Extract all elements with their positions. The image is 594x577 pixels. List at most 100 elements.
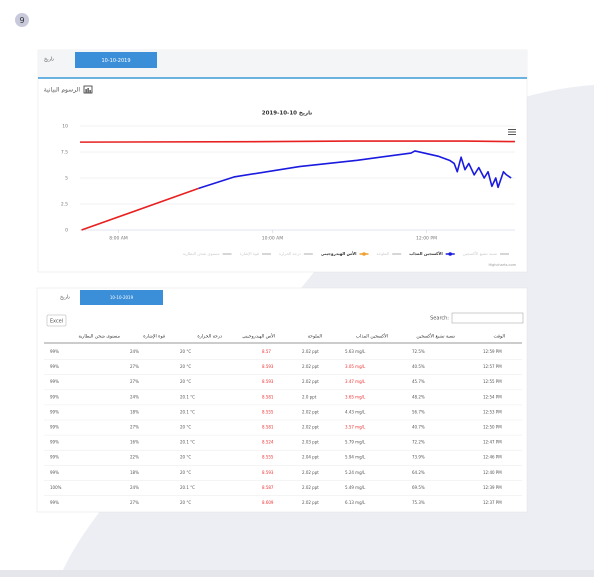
series-line	[79, 140, 516, 143]
excel-button[interactable]	[46, 314, 67, 327]
table-cell: 20 °C	[180, 455, 191, 460]
date-button[interactable]	[75, 52, 157, 68]
legend-label[interactable]: الملوحة	[377, 251, 390, 256]
table-cell: 18%	[130, 470, 139, 475]
table-cell: 22%	[130, 455, 139, 460]
table-date-label: تاريخ	[60, 295, 71, 301]
table-header: درجة الحرارة	[197, 335, 222, 340]
table-cell: 20 °C	[180, 349, 191, 354]
x-tick-label: 12:00 PM	[416, 236, 437, 242]
date-label: تاريخ	[44, 57, 55, 63]
table-cell: 4.43 mg/L	[345, 409, 366, 414]
table-cell: 12:59 PM	[483, 349, 502, 354]
table-cell: 5.63 mg/L	[345, 349, 366, 354]
legend-label[interactable]: الأس الهيدروجيني	[321, 251, 357, 256]
table-cell: 8.587	[262, 485, 274, 490]
y-tick-label: 5	[65, 176, 68, 182]
table-cell: 8.609	[262, 500, 274, 505]
legend-label[interactable]: الأكسجين المذاب	[409, 251, 443, 256]
badge-text: 9	[19, 16, 24, 25]
legend-label[interactable]: درجة الحرارة	[279, 251, 301, 256]
table-date-button[interactable]	[80, 290, 163, 305]
search-input[interactable]	[451, 312, 524, 324]
table-cell: 2.02 ppt	[302, 470, 319, 475]
table-cell: 100%	[50, 485, 62, 490]
table-cell: 8.581	[262, 425, 274, 430]
table-cell: 5.24 mg/L	[345, 470, 366, 475]
table-cell: 2.02 ppt	[302, 409, 319, 414]
table-cell: 2.02 ppt	[302, 425, 319, 430]
table-cell: 12:46 PM	[483, 455, 502, 460]
table-cell: 20.1 °C	[180, 440, 195, 445]
table-cell: 3.65 mg/L	[345, 394, 366, 399]
table-cell: 2.02 ppt	[302, 379, 319, 384]
table-cell: 5.79 mg/L	[345, 440, 366, 445]
table-header: الملوحة	[308, 335, 322, 340]
table-cell: 20 °C	[180, 379, 191, 384]
table-cell: 99%	[50, 500, 59, 505]
table-cell: 64.2%	[412, 470, 425, 475]
table-cell: 99%	[50, 349, 59, 354]
table-header: الأس الهيدروجيني	[242, 333, 275, 340]
table-cell: 2.02 ppt	[302, 364, 319, 369]
table-cell: 99%	[50, 425, 59, 430]
table-cell: 99%	[50, 379, 59, 384]
table-cell: 69.5%	[412, 485, 425, 490]
table-cell: 20.1 °C	[180, 394, 195, 399]
table-cell: 2.0 ppt	[302, 394, 317, 399]
table-cell: 24%	[130, 394, 139, 399]
table-header: مستوى شحن البطارية	[79, 335, 121, 340]
y-tick-label: 0	[65, 228, 68, 234]
table-cell: 8.57	[262, 349, 271, 354]
table-cell: 75.3%	[412, 500, 425, 505]
table-cell: 40.7%	[412, 425, 425, 430]
table-cell: 8.555	[262, 455, 274, 460]
x-tick-label: 10:00 AM	[262, 236, 283, 242]
chart-menu[interactable]	[508, 129, 516, 135]
series-line	[198, 150, 512, 190]
table-cell: 40.5%	[412, 364, 425, 369]
table-cell: 18%	[130, 409, 139, 414]
table-cell: 99%	[50, 470, 59, 475]
legend-label[interactable]: نسبة تشبع الأكسجين	[463, 251, 497, 256]
table-cell: 2.02 ppt	[302, 349, 319, 354]
y-tick-label: 7.5	[61, 150, 68, 156]
table-cell: 3.05 mg/L	[345, 364, 366, 369]
bottom-strip	[0, 570, 594, 577]
table-cell: 12:47 PM	[483, 440, 502, 445]
table-cell: 72.2%	[412, 440, 425, 445]
badge	[15, 13, 29, 27]
table-cell: 8.581	[262, 394, 274, 399]
table-cell: 20 °C	[180, 364, 191, 369]
table-cell: 12:39 PM	[483, 485, 502, 490]
y-tick-label: 10	[62, 124, 68, 130]
table-cell: 20.1 °C	[180, 409, 195, 414]
table-cell: 12:57 PM	[483, 364, 502, 369]
table-cell: 45.7%	[412, 379, 425, 384]
chart-title: تاريخ 10-10-2019	[262, 111, 312, 117]
y-tick-label: 2.5	[61, 202, 68, 208]
excel-label: Excel	[50, 319, 63, 325]
chart-panel	[37, 49, 528, 273]
table-cell: 2.02 ppt	[302, 500, 319, 505]
legend-label[interactable]: مستوى شحن البطارية	[183, 251, 220, 256]
table-date-value: 10-10-2019	[110, 295, 134, 300]
table-header: الأكسجين المذاب	[356, 333, 388, 340]
table-cell: 8.555	[262, 409, 274, 414]
table-cell: 56.7%	[412, 409, 425, 414]
table-panel	[36, 287, 528, 513]
table: الوقت نسبة تشبع الأكسجين الأكسجين المذاب ال…	[44, 333, 522, 505]
search-label: Search:	[430, 316, 449, 322]
table-cell: 20 °C	[180, 470, 191, 475]
legend-marker	[448, 252, 453, 256]
table-cell: 8.593	[262, 470, 274, 475]
table-header: نسبة تشبع الأكسجين	[416, 333, 455, 340]
table-cell: 72.5%	[412, 349, 425, 354]
table-cell: 27%	[130, 364, 139, 369]
table-cell: 27%	[130, 500, 139, 505]
table-cell: 99%	[50, 409, 59, 414]
series-line	[81, 187, 199, 231]
legend-label[interactable]: قوة الإشارة	[240, 251, 259, 257]
table-cell: 2.02 ppt	[302, 485, 319, 490]
